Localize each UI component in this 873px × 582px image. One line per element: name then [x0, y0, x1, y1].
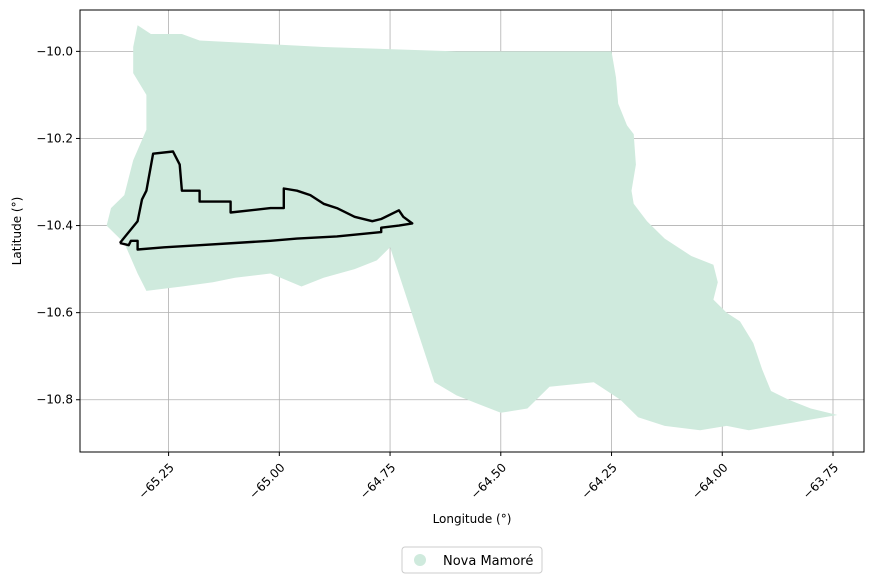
y-axis-label: Latitude (°): [10, 197, 24, 266]
y-tick-label: −10.0: [36, 44, 73, 58]
y-tick-label: −10.6: [36, 306, 73, 320]
legend-box: [401, 546, 543, 574]
axes-frame: [79, 9, 865, 453]
y-tick-label: −10.2: [36, 131, 73, 145]
map-layers: [106, 25, 838, 431]
municipality-polygon-nova-mamore: [106, 25, 838, 431]
y-tick-label: −10.4: [36, 219, 73, 233]
legend: Nova Mamoré: [401, 546, 543, 574]
legend-label-nova-mamore: Nova Mamoré: [443, 554, 533, 569]
legend-swatch-nova-mamore: [414, 554, 426, 566]
y-tick-label: −10.8: [36, 393, 73, 407]
x-axis-label: Longitude (°): [433, 512, 512, 526]
boundary-outline: [118, 150, 414, 251]
y-axis-ticks: −10.0 −10.2 −10.4 −10.6 −10.8: [36, 44, 80, 407]
